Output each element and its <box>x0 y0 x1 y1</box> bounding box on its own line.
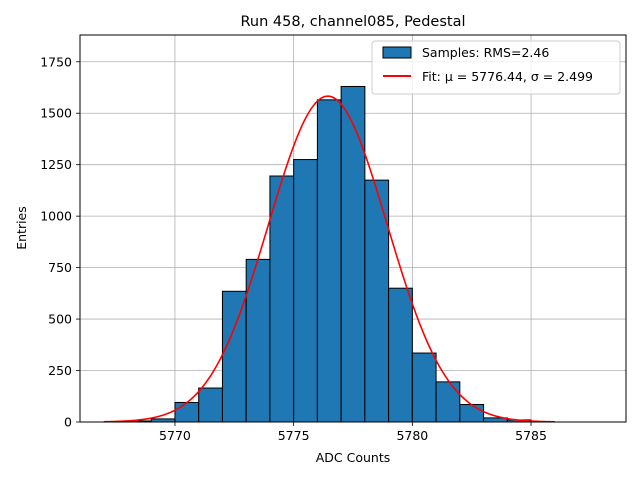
fit-curve-layer <box>103 95 555 423</box>
y-tick-label: 1750 <box>40 54 72 69</box>
fit-curve <box>103 95 555 423</box>
y-tick-label: 1500 <box>40 106 72 121</box>
plot-frame <box>79 34 627 423</box>
y-tick-label: 500 <box>48 312 72 327</box>
histogram-bar <box>411 352 437 423</box>
y-tick-label: 1250 <box>40 157 72 172</box>
y-axis-ticks: 0 250 500 750 1000 1250 1500 1750 <box>40 54 80 430</box>
histogram-bars <box>126 85 532 423</box>
legend-swatch-samples <box>382 46 412 59</box>
histogram-bar <box>388 287 413 423</box>
x-axis-ticks: 5770 5775 5780 5785 <box>159 422 547 443</box>
legend: Samples: RMS=2.46 Fit: μ = 5776.44, σ = … <box>371 40 621 95</box>
y-tick-label: 250 <box>48 363 72 378</box>
histogram-bar <box>221 290 247 423</box>
y-tick-label: 750 <box>48 260 72 275</box>
histogram-bar <box>459 404 485 423</box>
histogram-bar <box>174 401 200 423</box>
legend-label-fit: Fit: μ = 5776.44, σ = 2.499 <box>422 69 593 84</box>
y-tick-label: 1000 <box>40 209 72 224</box>
legend-box <box>371 40 621 95</box>
histogram-bar <box>293 159 318 423</box>
x-tick-label: 5780 <box>396 428 428 443</box>
x-tick-label: 5785 <box>515 428 547 443</box>
x-tick-label: 5775 <box>278 428 310 443</box>
chart-title: Run 458, channel085, Pedestal <box>240 14 465 30</box>
histogram-bar <box>198 387 223 423</box>
histogram-bar <box>316 99 342 423</box>
legend-label-samples: Samples: RMS=2.46 <box>422 45 549 60</box>
histogram-bar <box>269 175 295 423</box>
x-axis-label: ADC Counts <box>316 450 391 465</box>
y-axis-label: Entries <box>14 206 29 250</box>
histogram-bar <box>340 85 366 423</box>
x-tick-label: 5770 <box>159 428 191 443</box>
y-tick-label: 0 <box>64 415 72 430</box>
histogram-bar <box>435 381 461 423</box>
